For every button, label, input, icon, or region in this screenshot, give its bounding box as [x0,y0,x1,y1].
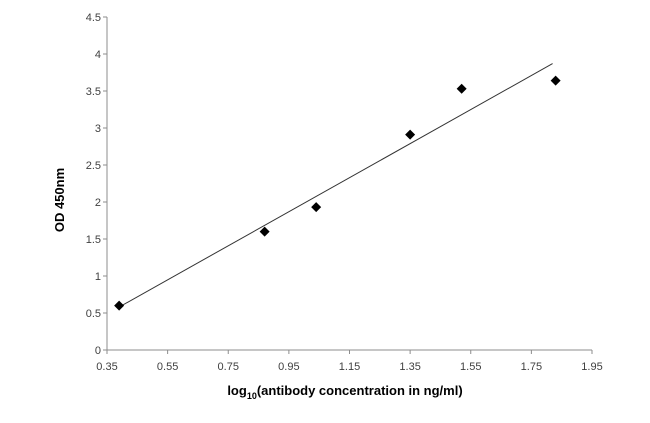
y-tick-label: 3.5 [86,86,101,98]
y-tick-label: 0.5 [86,308,101,320]
y-tick-label: 1.5 [86,234,101,246]
x-axis: 0.35 0.55 0.75 0.95 1.15 1.35 1.55 1.75 1.95 [96,349,603,373]
x-axis-title: log10(antibody concentration in ng/ml) [227,383,462,401]
x-tick-label: 0.55 [157,361,178,373]
data-point [259,226,270,237]
x-tick-label: 0.75 [218,361,239,373]
x-tick-label: 0.95 [278,361,299,373]
y-tick-label: 2 [95,197,101,209]
x-axis-title-prefix: log [227,383,247,398]
linear-trendline [118,63,553,308]
data-point [456,83,467,94]
x-tick-label: 1.35 [399,361,420,373]
x-tick-label: 1.75 [521,361,542,373]
data-point [550,75,561,86]
data-point [405,129,416,140]
x-tick-label: 1.55 [460,361,481,373]
y-tick-label: 4.5 [86,12,101,24]
x-tick-label: 1.95 [581,361,602,373]
y-axis-title: OD 450nm [52,168,67,232]
y-tick-label: 3 [95,123,101,135]
x-tick-label: 1.15 [339,361,360,373]
y-axis: 0 0.5 1 1.5 2 2.5 3 3.5 4 4.5 [86,12,108,357]
data-point [114,300,125,311]
trendline [118,63,553,308]
data-points [114,75,561,311]
y-tick-label: 2.5 [86,160,101,172]
x-axis-title-subscript: 10 [247,391,257,401]
data-point [311,202,322,213]
y-tick-label: 4 [95,49,101,61]
y-tick-label: 0 [95,345,101,357]
y-tick-label: 1 [95,271,101,283]
x-axis-title-rest: (antibody concentration in ng/ml) [257,383,463,398]
x-tick-label: 0.35 [96,361,117,373]
